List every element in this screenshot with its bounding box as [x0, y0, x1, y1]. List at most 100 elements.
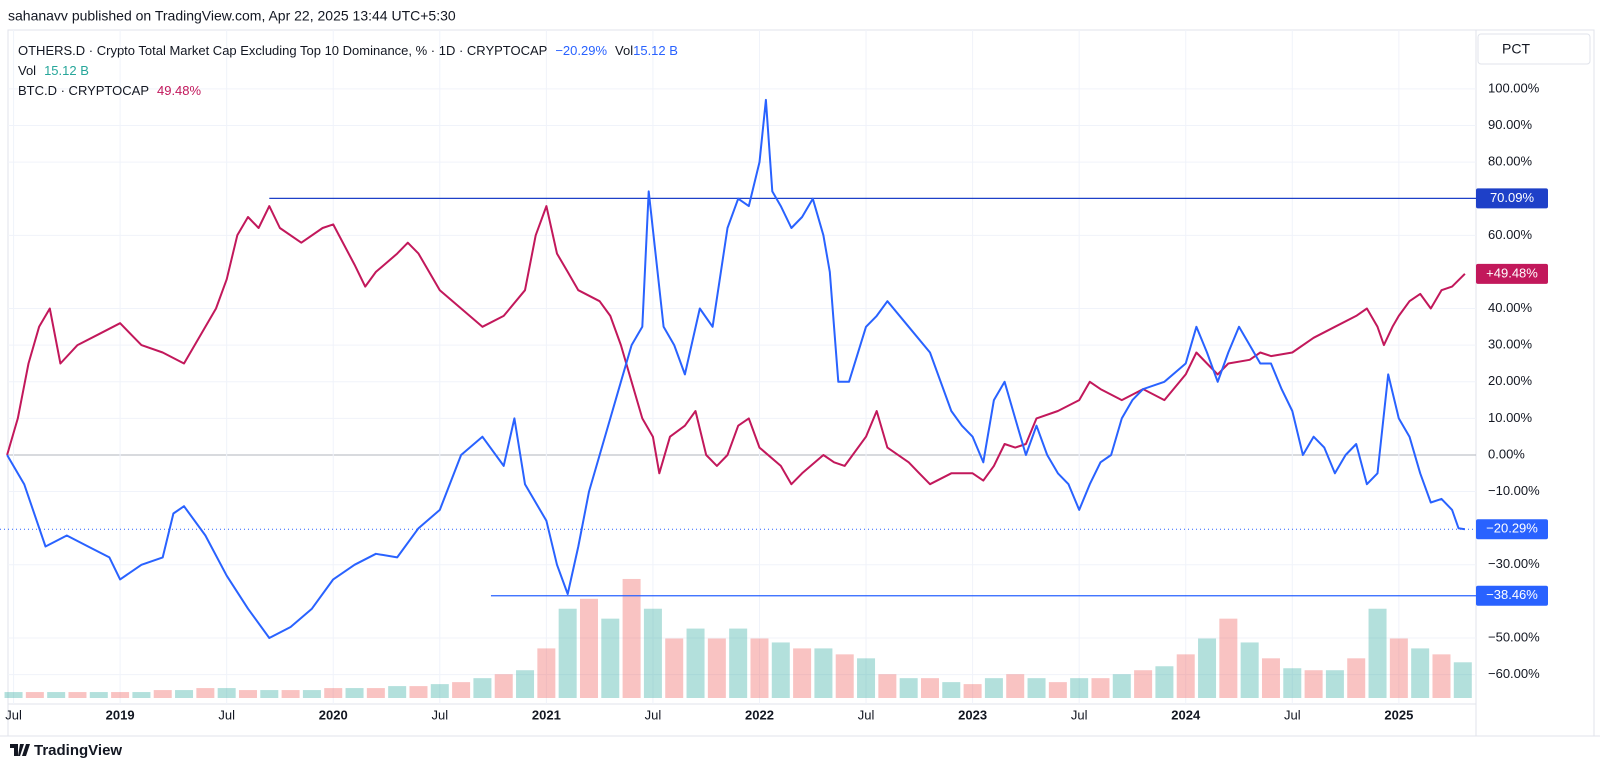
level-label-box — [1476, 188, 1548, 209]
volume-bar — [1240, 642, 1259, 698]
volume-bar — [516, 670, 535, 698]
y-tick-label: 60.00% — [1488, 227, 1533, 242]
volume-bar — [238, 690, 257, 698]
volume-bar — [793, 648, 812, 698]
level-label-box — [1476, 585, 1548, 606]
volume-bar — [196, 688, 215, 698]
volume-bar — [1048, 682, 1067, 698]
volume-bar — [899, 678, 918, 698]
y-tick-label: 20.00% — [1488, 373, 1533, 388]
x-tick-label: 2023 — [958, 707, 987, 722]
volume-bar — [1198, 638, 1217, 698]
y-tick-label: 30.00% — [1488, 337, 1533, 352]
y-tick-label: 0.00% — [1488, 446, 1525, 461]
legend-name: OTHERS.D · Crypto Total Market Cap Exclu… — [18, 43, 547, 58]
brand-logo — [10, 744, 30, 756]
volume-bar — [1134, 670, 1153, 698]
volume-bar — [153, 690, 172, 698]
volume-bar — [1261, 658, 1280, 698]
volume-bar — [1368, 608, 1387, 698]
y-tick-label: 80.00% — [1488, 154, 1533, 169]
volume-bar — [175, 690, 194, 698]
volume-bar — [132, 692, 151, 698]
volume-bar — [601, 618, 620, 698]
x-tick-label: 2020 — [319, 707, 348, 722]
volume-bar — [1389, 638, 1408, 698]
legend-value: −20.29% — [555, 43, 607, 58]
y-tick-label: 90.00% — [1488, 117, 1533, 132]
volume-bar — [963, 684, 982, 698]
volume-bar — [217, 688, 236, 698]
volume-bar — [1347, 658, 1366, 698]
volume-bar — [47, 692, 66, 698]
volume-bar — [4, 692, 23, 698]
volume-bar — [920, 678, 939, 698]
volume-bar — [1432, 654, 1451, 698]
volume-bar — [1027, 678, 1046, 698]
volume-bar — [665, 638, 684, 698]
volume-bar — [281, 690, 300, 698]
series-line — [6, 205, 1466, 486]
legend-volume: Vol 15.12 B — [18, 63, 89, 78]
y-tick-label: −60.00% — [1488, 666, 1540, 681]
x-tick-label: Jul — [431, 707, 448, 722]
volume-bar — [68, 692, 87, 698]
volume-bar — [750, 638, 769, 698]
y-tick-label: −10.00% — [1488, 483, 1540, 498]
volume-bar — [1176, 654, 1195, 698]
volume-bar — [771, 642, 790, 698]
volume-bar — [324, 688, 343, 698]
volume-bar — [89, 692, 108, 698]
volume-bar — [1453, 662, 1472, 698]
volume-bar — [1219, 618, 1238, 698]
y-tick-label: −50.00% — [1488, 629, 1540, 644]
volume-bar — [1070, 678, 1089, 698]
header: sahanavv published on TradingView.com, A… — [8, 8, 456, 24]
volume-bar — [302, 690, 321, 698]
x-tick-label: 2019 — [106, 707, 135, 722]
level-label: −38.46% — [1486, 587, 1538, 602]
volume-bar — [260, 690, 279, 698]
last-label-box — [1476, 263, 1548, 284]
volume-bar — [452, 682, 471, 698]
volume-bar — [473, 678, 492, 698]
volume-bar — [111, 692, 130, 698]
series-line — [6, 98, 1466, 639]
last-label: +49.48% — [1486, 265, 1538, 280]
level-label: 70.09% — [1490, 190, 1535, 205]
volume-bar — [1091, 678, 1110, 698]
volume-bar — [622, 578, 641, 698]
volume-bar — [835, 654, 854, 698]
legend: OTHERS.D · Crypto Total Market Cap Exclu… — [18, 43, 678, 98]
legend-series: BTC.D · CRYPTOCAP 49.48% — [18, 83, 202, 98]
volume-bar — [579, 598, 598, 698]
volume-bar — [643, 608, 662, 698]
brand: TradingView — [34, 742, 122, 759]
volume-bar — [814, 648, 833, 698]
legend-series: OTHERS.D · Crypto Total Market Cap Exclu… — [18, 43, 678, 58]
volume-bar — [729, 628, 748, 698]
x-tick-label: 2025 — [1384, 707, 1413, 722]
volume-bar — [1411, 648, 1430, 698]
volume-bar — [1112, 674, 1131, 698]
volume-bar — [345, 688, 364, 698]
last-label-box — [1476, 519, 1548, 540]
x-tick-label: Jul — [5, 707, 22, 722]
volume-bar — [366, 688, 385, 698]
scale-label[interactable]: PCT — [1502, 41, 1530, 57]
scale-button[interactable] — [1477, 33, 1591, 65]
last-label: −20.29% — [1486, 521, 1538, 536]
volume-bar — [1006, 674, 1025, 698]
volume-bar — [984, 678, 1003, 698]
volume-bar — [1155, 666, 1174, 698]
volume-bar — [878, 674, 897, 698]
y-tick-label: 10.00% — [1488, 410, 1533, 425]
legend-volume-name: Vol — [18, 63, 36, 78]
volume-bar — [1304, 670, 1323, 698]
volume-bar — [494, 674, 513, 698]
y-tick-label: 100.00% — [1488, 80, 1540, 95]
volume-bar — [430, 684, 449, 698]
x-tick-label: Jul — [645, 707, 662, 722]
